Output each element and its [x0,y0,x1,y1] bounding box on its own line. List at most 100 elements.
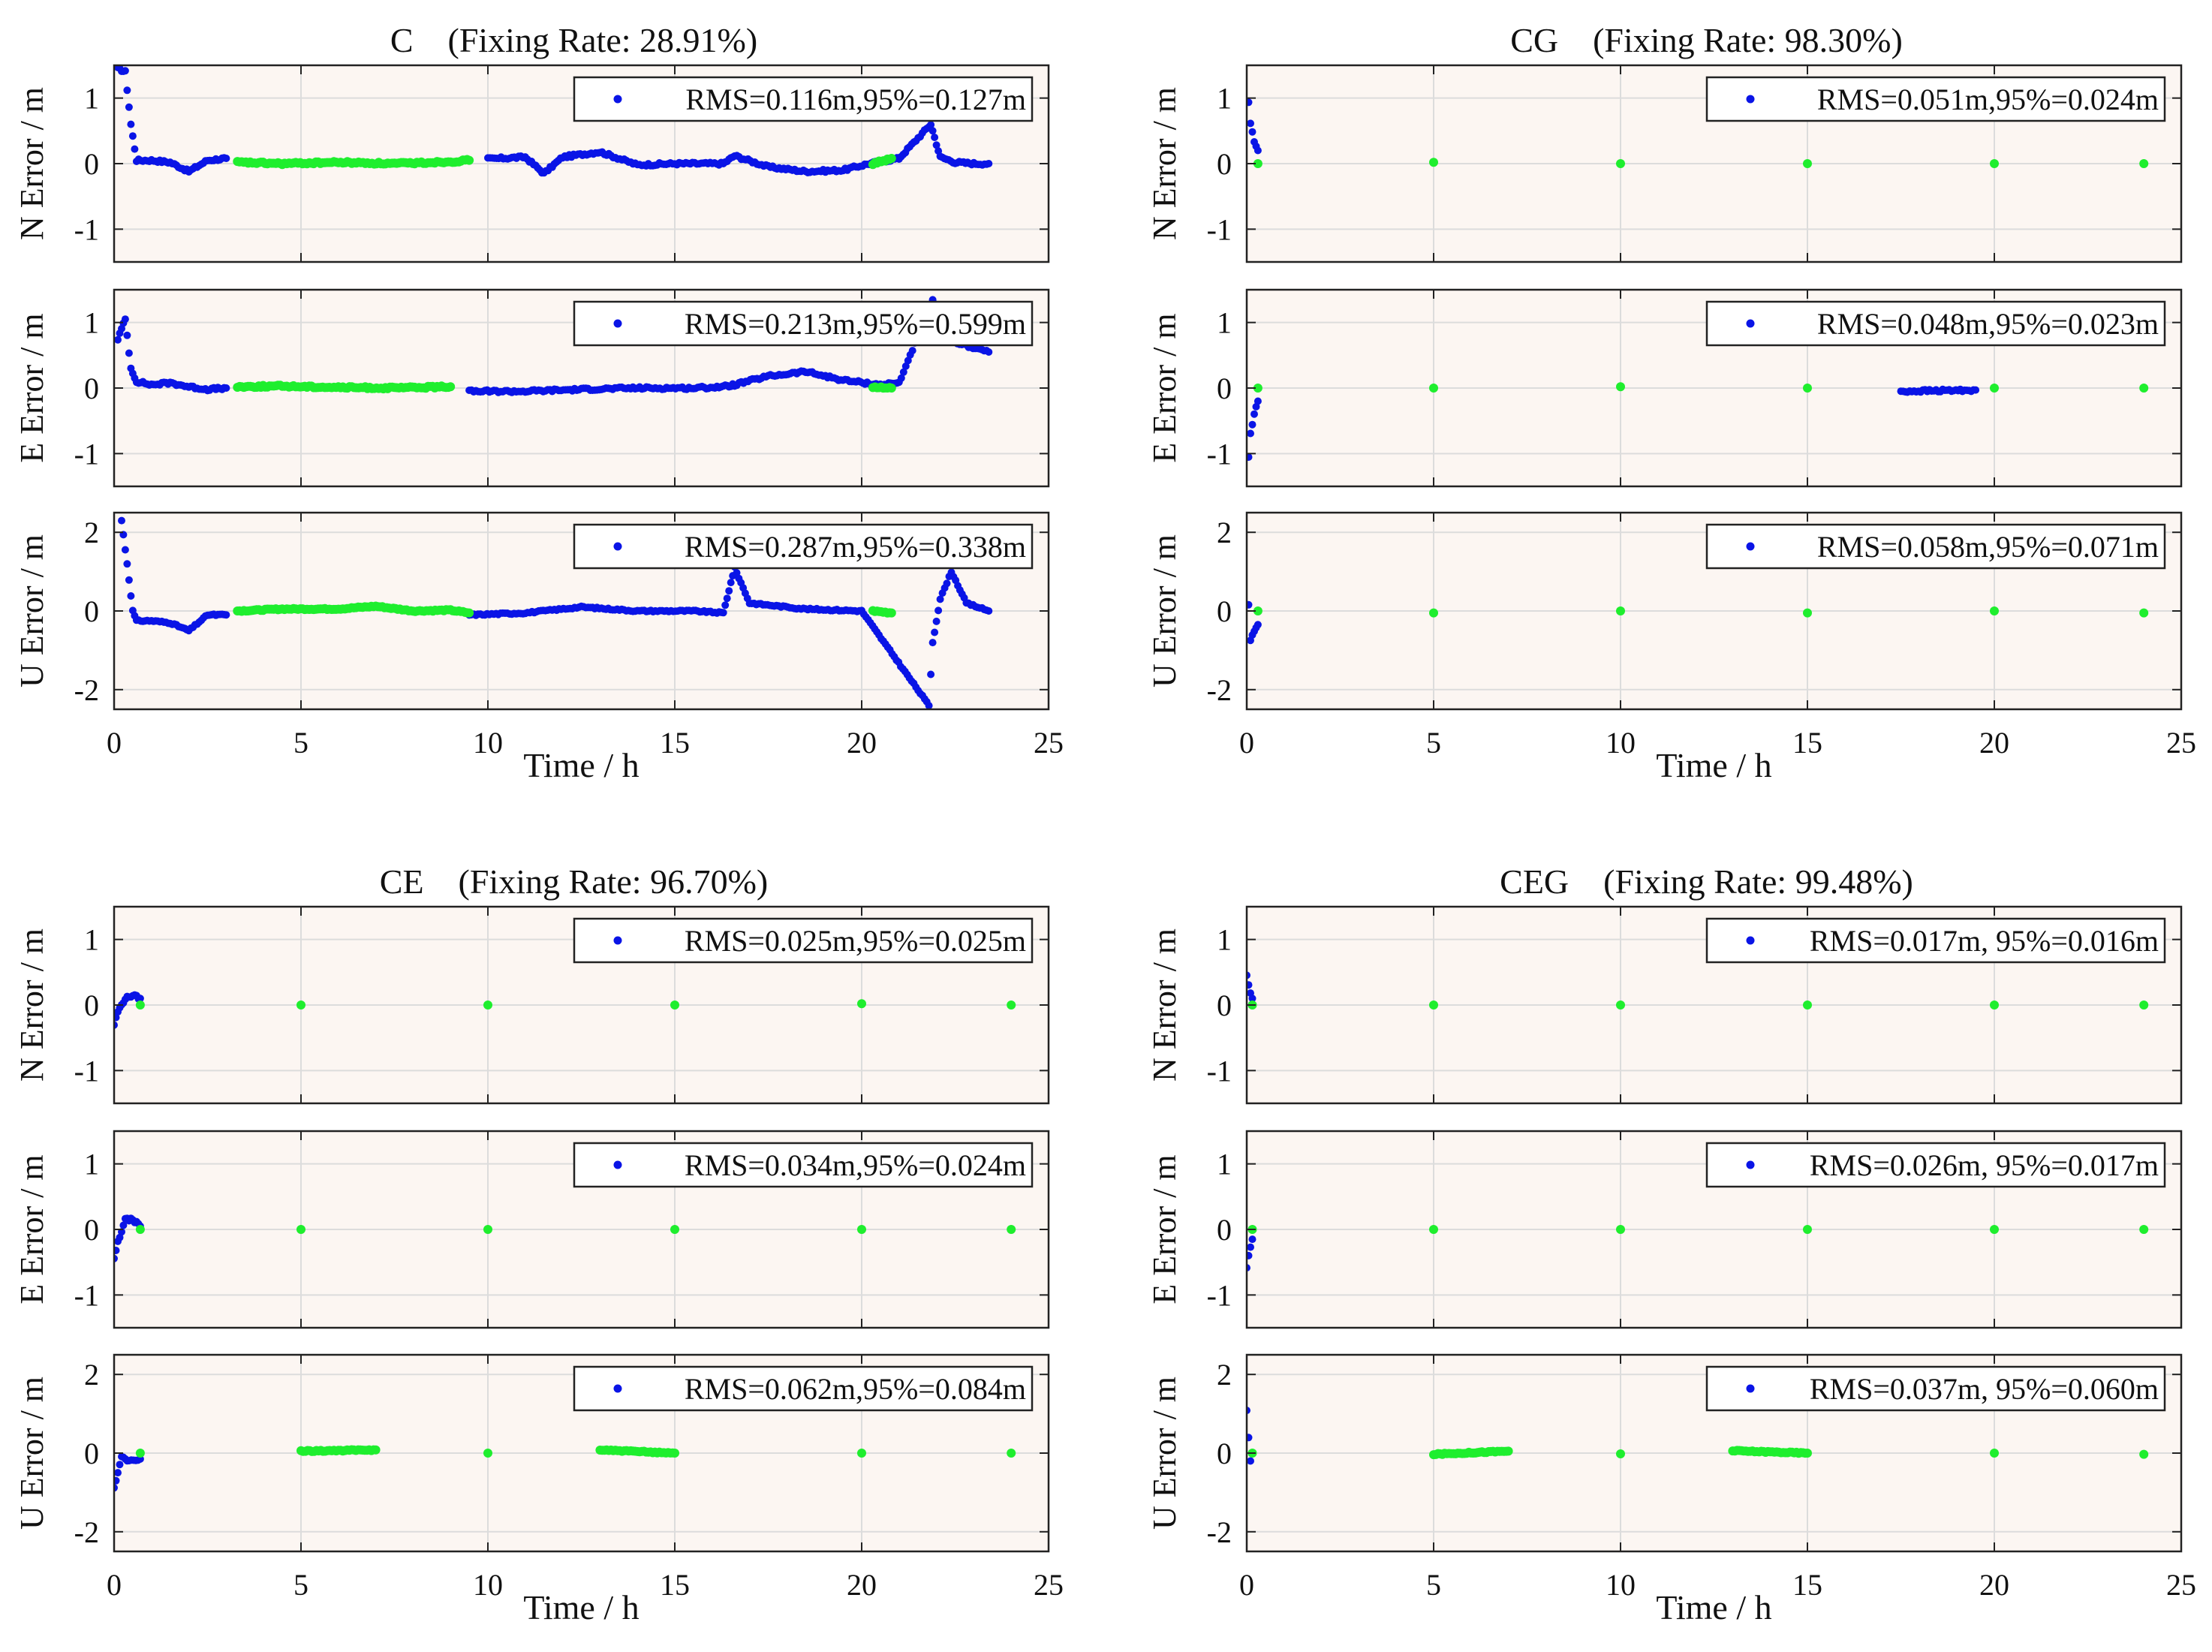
float-point [1253,146,1262,155]
float-point [123,86,131,95]
x-tick-label: 15 [1792,1568,1822,1602]
y-tick-label: 0 [84,372,99,405]
float-point [1247,98,1253,107]
float-point [222,611,230,619]
float-point [1248,128,1256,136]
y-axis-label: N Error / m [14,87,50,240]
y-axis-label: U Error / m [1146,534,1183,688]
legend: RMS=0.017m, 95%=0.016m [1705,917,2166,964]
float-point [116,1461,124,1469]
fixed-point [1990,1225,1999,1234]
y-tick-label: -1 [1207,1278,1232,1312]
subplot-n: -1 0 1 N Error / m RMS=0.116m,95%=0.127m [14,64,1050,263]
y-tick-label: 2 [84,516,99,549]
fixed-point [1990,606,1999,615]
x-tick-label: 20 [847,726,877,760]
legend-text: RMS=0.051m,95%=0.024m [1817,83,2159,116]
fixed-point [296,1225,305,1234]
fixed-point [1803,1001,1812,1010]
legend-marker [1746,1160,1755,1169]
y-axis-label: E Error / m [1146,313,1183,462]
legend-box [1705,300,2166,347]
legend: RMS=0.037m, 95%=0.060m [1705,1365,2166,1412]
legend-box [573,1142,1034,1188]
x-tick-label: 5 [1426,1568,1441,1602]
x-tick-label: 25 [1034,1568,1064,1602]
fixed-point [1429,384,1438,393]
legend-box [573,1365,1034,1412]
legend-text: RMS=0.058m,95%=0.071m [1817,530,2159,564]
legend-marker [613,1384,622,1393]
x-tick-label: 0 [107,1568,122,1602]
float-point [928,639,937,647]
fixed-point [670,1225,679,1234]
panel-cg: CG (Fixing Rate: 98.30%) -1 0 1 N Error / m R… [1146,21,2196,784]
float-point [118,516,125,525]
float-point [121,67,129,75]
float-point [121,546,129,554]
float-point [1247,981,1253,989]
fixed-point [465,155,474,165]
legend-text: RMS=0.037m, 95%=0.060m [1810,1372,2159,1406]
subplot-e: -1 0 1 E Error / m RMS=0.048m,95%=0.023m [1146,288,2183,488]
y-tick-label: -1 [1207,1054,1232,1088]
fixed-point [2139,1225,2149,1234]
float-point [114,1469,122,1477]
float-point [127,120,135,128]
fixed-point [1007,1001,1016,1010]
float-point [931,134,939,141]
legend: RMS=0.026m, 95%=0.017m [1705,1142,2166,1188]
subplot-n: -1 0 1 N Error / m RMS=0.025m,95%=0.025m [14,905,1050,1105]
fixed-point [1253,606,1262,615]
float-point [1253,397,1262,405]
y-axis-label: E Error / m [1146,1154,1183,1304]
y-tick-label: 0 [84,1213,99,1247]
legend-marker [1746,936,1755,945]
fixed-point [135,1225,145,1234]
float-point [123,331,131,339]
fixed-point [371,1445,381,1455]
float-point [1247,600,1253,609]
y-tick-label: 1 [1217,1148,1232,1181]
y-tick-label: 1 [84,82,99,116]
fixed-point [1990,159,1999,168]
float-point [1253,621,1262,629]
float-point [985,348,993,356]
float-point [897,374,905,382]
subplot-e: -1 0 1 E Error / m RMS=0.213m,95%=0.599m [14,288,1050,488]
x-tick-label: 10 [1606,726,1636,760]
subplot-n: -1 0 1 N Error / m RMS=0.017m, 95%=0.016m [1146,905,2183,1105]
fixed-point [857,1449,866,1458]
float-point [136,995,144,1003]
data-points [1247,600,2149,645]
y-tick-label: 1 [84,1148,99,1181]
legend-box [1705,76,2166,122]
float-point [222,384,230,392]
float-point [116,1233,124,1241]
x-tick-label: 20 [1979,1568,2009,1602]
fixed-point [1803,159,1812,168]
fixed-point [1803,384,1812,393]
subplot-e: -1 0 1 E Error / m RMS=0.026m, 95%=0.017m [1146,1130,2183,1329]
y-tick-label: 0 [1217,988,1232,1022]
legend-box [573,76,1034,122]
fixed-point [2139,1449,2149,1459]
float-point [927,670,935,679]
legend-marker [613,542,622,551]
y-axis-label: N Error / m [1146,87,1183,240]
legend: RMS=0.058m,95%=0.071m [1705,523,2166,570]
y-tick-label: 0 [1217,1437,1232,1470]
x-tick-label: 10 [473,726,503,760]
float-point [733,569,741,577]
float-point [936,595,944,603]
legend-box [573,523,1034,570]
float-point [925,702,933,709]
float-point [1247,429,1254,438]
float-point [723,594,731,603]
legend-marker [1746,95,1755,104]
float-point [114,1247,120,1254]
y-tick-label: -1 [1207,437,1232,471]
float-point [927,121,935,129]
data-points [1247,98,2149,168]
